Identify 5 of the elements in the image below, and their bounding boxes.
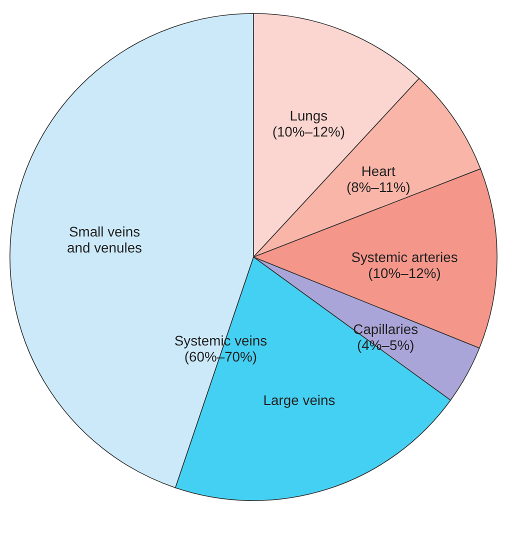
slice-label: Systemic arteries (10%–12%) bbox=[351, 248, 458, 281]
slice-label: Large veins bbox=[263, 392, 336, 408]
slice-label: Lungs (10%–12%) bbox=[272, 107, 345, 140]
slice-label: Small veins and venules bbox=[67, 223, 142, 256]
slice-label: Heart (8%–11%) bbox=[346, 163, 410, 196]
